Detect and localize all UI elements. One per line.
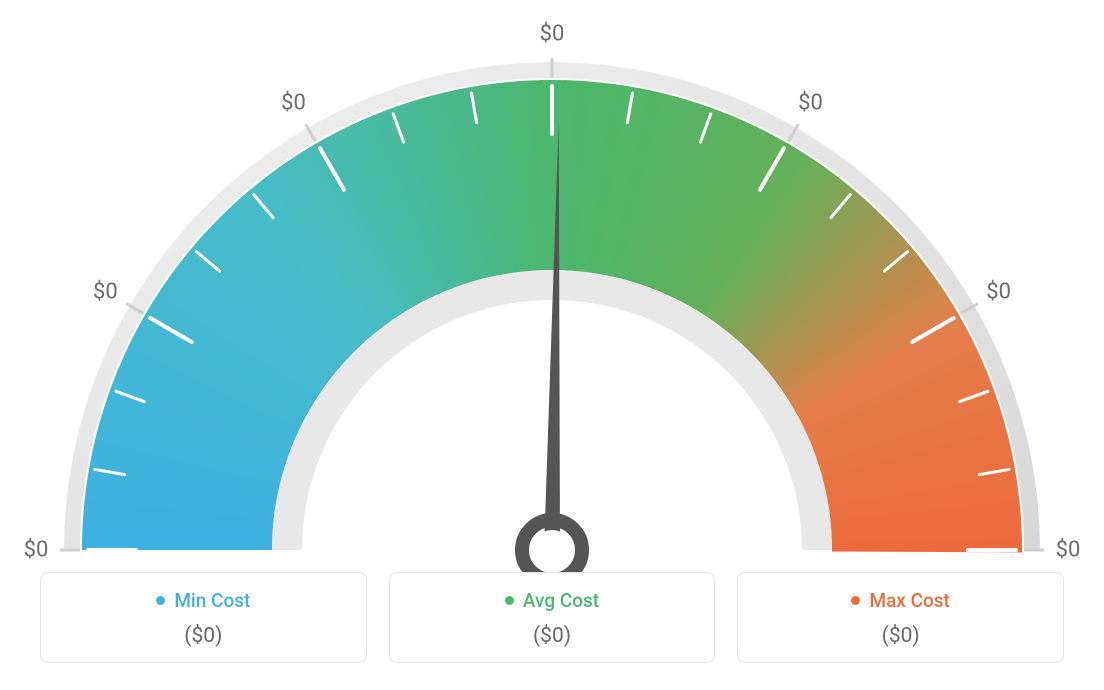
legend-card-max: Max Cost ($0): [737, 572, 1064, 663]
legend-label-min: Min Cost: [174, 589, 250, 612]
legend-dot-min: [156, 596, 165, 605]
legend-label-max: Max Cost: [869, 589, 949, 612]
gauge-tick-label: $0: [1056, 538, 1081, 563]
gauge-cost-widget: $0 $0 $0 $0 $0 $0 $0 Min Cost ($0) Avg Cost ($…: [0, 0, 1104, 690]
gauge-tick-label: $0: [986, 279, 1011, 304]
gauge-svg: [0, 30, 1104, 590]
legend-row: Min Cost ($0) Avg Cost ($0) Max Cost ($0…: [40, 572, 1064, 663]
legend-value-avg: ($0): [400, 624, 705, 648]
legend-value-max: ($0): [748, 624, 1053, 648]
gauge-tick-label: $0: [24, 538, 49, 563]
gauge-area: $0 $0 $0 $0 $0 $0 $0: [0, 0, 1104, 560]
legend-title-avg: Avg Cost: [505, 589, 599, 612]
legend-title-max: Max Cost: [851, 589, 949, 612]
gauge-tick-label: $0: [798, 91, 823, 116]
legend-title-min: Min Cost: [156, 589, 250, 612]
legend-label-avg: Avg Cost: [523, 589, 599, 612]
gauge-tick-label: $0: [281, 91, 306, 116]
legend-card-min: Min Cost ($0): [40, 572, 367, 663]
legend-card-avg: Avg Cost ($0): [389, 572, 716, 663]
gauge-tick-label: $0: [540, 22, 565, 47]
gauge-tick-label: $0: [93, 279, 118, 304]
legend-dot-max: [851, 596, 860, 605]
legend-dot-avg: [505, 596, 514, 605]
legend-value-min: ($0): [51, 624, 356, 648]
